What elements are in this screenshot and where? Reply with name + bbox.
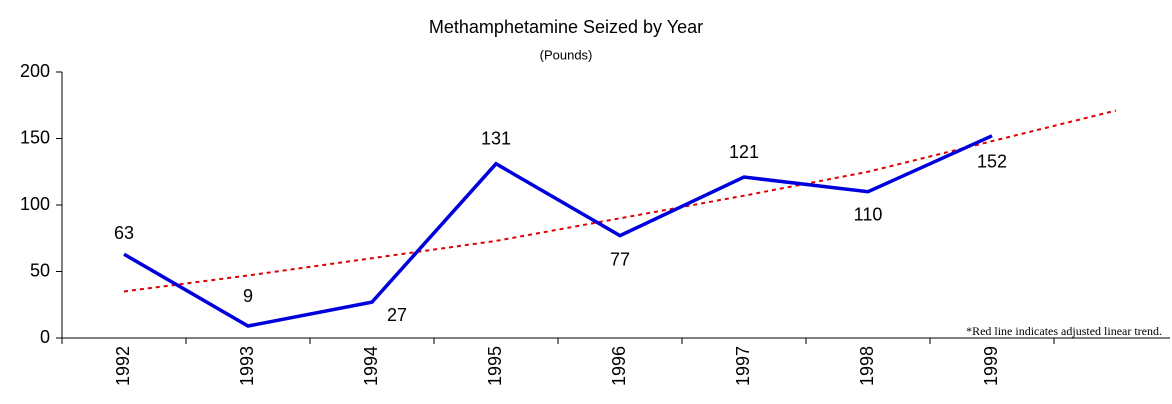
x-tick-label: 1999 <box>981 346 1001 386</box>
y-tick-label: 100 <box>20 194 50 214</box>
x-tick-label: 1994 <box>361 346 381 386</box>
x-tick-label: 1997 <box>733 346 753 386</box>
data-label: 9 <box>243 286 253 306</box>
x-tick-label: 1993 <box>237 346 257 386</box>
data-label: 152 <box>977 152 1007 172</box>
x-tick-label: 1995 <box>485 346 505 386</box>
y-tick-label: 50 <box>30 260 50 280</box>
data-label: 63 <box>114 223 134 243</box>
x-tick-label: 1998 <box>857 346 877 386</box>
chart-subtitle: (Pounds) <box>540 47 593 62</box>
data-label: 27 <box>387 305 407 325</box>
annotation: *Red line indicates adjusted linear tren… <box>966 324 1162 338</box>
y-tick-label: 200 <box>20 61 50 81</box>
data-label: 110 <box>854 204 883 224</box>
data-label: 131 <box>481 129 511 149</box>
y-tick-label: 150 <box>20 127 50 147</box>
chart-title: Methamphetamine Seized by Year <box>429 17 703 37</box>
x-tick-label: 1992 <box>113 346 133 386</box>
x-tick-label: 1996 <box>609 346 629 386</box>
y-tick-label: 0 <box>40 327 50 347</box>
data-label: 77 <box>610 249 630 269</box>
data-line <box>123 134 993 328</box>
data-label: 121 <box>729 142 759 162</box>
